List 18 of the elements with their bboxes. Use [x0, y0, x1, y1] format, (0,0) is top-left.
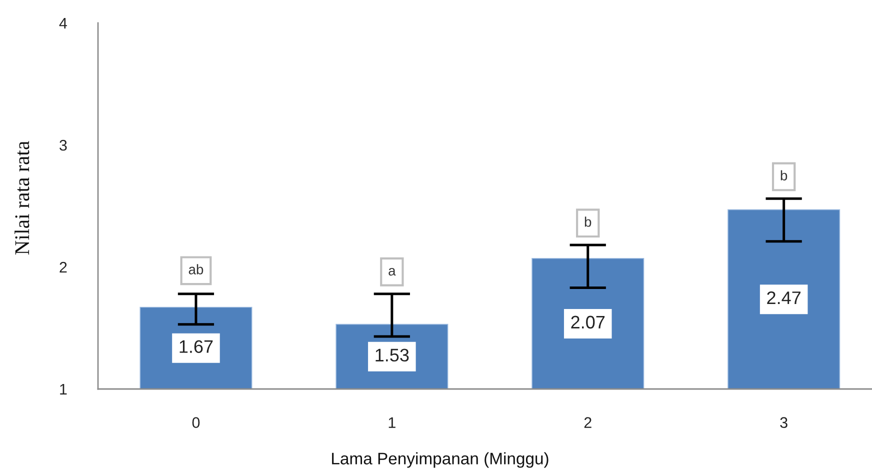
data-label: 2.47	[767, 291, 800, 304]
data-label: 1.67	[180, 340, 213, 353]
y-tick-label: 4	[59, 18, 67, 29]
y-tick-label: 3	[60, 140, 67, 151]
y-axis-title: Nilai rata rata	[14, 141, 30, 255]
x-tick-label: 0	[192, 417, 200, 428]
annotation: b	[780, 170, 788, 180]
x-tick-label: 3	[780, 417, 788, 428]
y-tick-label: 1	[60, 384, 67, 395]
data-label: 2.07	[571, 316, 605, 329]
data-label: 1.53	[376, 348, 409, 362]
x-axis-title: Lama Penyimpanan (Minggu)	[332, 452, 548, 468]
x-tick-label: 2	[584, 417, 592, 428]
annotation: b	[584, 216, 592, 227]
x-tick-label: 1	[388, 417, 396, 428]
annotation: a	[388, 268, 396, 276]
annotation: ab	[188, 264, 204, 274]
y-tick-label: 2	[60, 262, 67, 273]
